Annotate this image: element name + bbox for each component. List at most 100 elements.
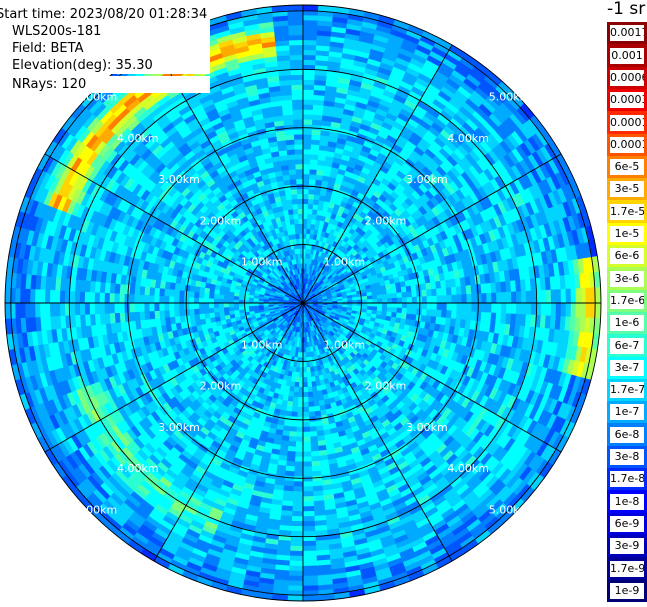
beta-cell (302, 198, 309, 205)
beta-cell (426, 309, 433, 317)
beta-cell (307, 198, 315, 205)
beta-cell (302, 153, 312, 160)
beta-cell (302, 173, 311, 180)
beta-cell (511, 291, 517, 304)
beta-cell (302, 168, 311, 175)
beta-cell (294, 451, 304, 458)
beta-cell (302, 406, 310, 413)
beta-cell (302, 143, 312, 150)
beta-cell (302, 74, 316, 81)
beta-cell (309, 163, 318, 170)
beta-cell (421, 289, 428, 298)
beta-cell (496, 302, 502, 314)
beta-cell (302, 39, 318, 46)
beta-cell (595, 302, 602, 319)
beta-cell (441, 302, 448, 311)
beta-cell (306, 381, 313, 388)
beta-cell (396, 302, 403, 309)
beta-cell (362, 299, 368, 304)
beta-cell (426, 302, 433, 311)
beta-cell (302, 476, 313, 483)
beta-cell (440, 309, 448, 319)
beta-cell (287, 440, 297, 448)
beta-cell (306, 371, 312, 378)
beta-cell (515, 291, 522, 304)
beta-cell (293, 481, 304, 488)
beta-cell (560, 302, 567, 318)
beta-cell (476, 302, 483, 313)
beta-cell (302, 396, 309, 403)
beta-cell (302, 451, 312, 458)
beta-cell (302, 24, 318, 31)
beta-cell (296, 421, 304, 428)
beta-cell (302, 4, 319, 11)
beta-cell (580, 287, 587, 304)
beta-cell (287, 595, 304, 602)
beta-cell (288, 436, 297, 443)
beta-cell (445, 310, 453, 319)
beta-cell (367, 302, 373, 307)
beta-cell (406, 296, 413, 304)
beta-cell (302, 133, 313, 140)
beta-cell (386, 307, 393, 313)
beta-cell (299, 367, 304, 373)
beta-cell (302, 362, 307, 368)
beta-cell (295, 426, 304, 433)
beta-cell (401, 291, 408, 299)
beta-cell (431, 302, 438, 311)
beta-cell (289, 421, 298, 428)
beta-cell (302, 471, 313, 478)
beta-cell (302, 148, 312, 155)
beta-cell (406, 308, 413, 315)
beta-cell (302, 54, 317, 61)
beta-cell (288, 575, 304, 582)
beta-cell (396, 292, 403, 299)
beta-cell (406, 291, 413, 298)
beta-cell (372, 302, 378, 308)
beta-cell (296, 411, 304, 418)
beta-cell (296, 406, 304, 413)
beta-cell (361, 295, 368, 301)
beta-cell (506, 291, 512, 304)
beta-cell (308, 188, 316, 195)
beta-cell (297, 401, 304, 408)
beta-cell (436, 295, 443, 304)
beta-cell (570, 288, 577, 304)
beta-cell (372, 298, 378, 304)
beta-cell (540, 289, 547, 304)
beta-cell (421, 296, 428, 304)
beta-cell (466, 302, 473, 313)
beta-cell (445, 287, 453, 296)
beta-cell (287, 580, 304, 587)
beta-cell (302, 580, 319, 587)
beta-cell (585, 287, 592, 304)
beta-cell (302, 530, 316, 537)
beta-cell (530, 290, 537, 304)
beta-cell (295, 431, 304, 438)
beta-cell (456, 302, 463, 312)
beta-cell (302, 515, 315, 522)
beta-cell (386, 293, 393, 299)
beta-cell (302, 461, 312, 468)
beta-cell (307, 401, 315, 408)
beta-cell (302, 555, 317, 562)
beta-cell (298, 382, 304, 388)
beta-cell (302, 118, 313, 125)
beta-cell (294, 446, 304, 453)
beta-cell (436, 309, 443, 318)
beta-cell (302, 456, 312, 463)
beta-cell (295, 436, 304, 443)
beta-cell (293, 386, 299, 393)
beta-cell (302, 501, 314, 507)
beta-cell (292, 496, 304, 502)
beta-cell (426, 295, 433, 304)
beta-cell (486, 302, 493, 314)
beta-cell (565, 288, 572, 304)
beta-cell (302, 377, 308, 383)
beta-cell (307, 213, 313, 220)
beta-cell (381, 293, 388, 300)
beta-cell (307, 396, 314, 403)
beta-cell (291, 401, 299, 408)
beta-cell (308, 411, 316, 418)
beta-cell (290, 520, 304, 527)
